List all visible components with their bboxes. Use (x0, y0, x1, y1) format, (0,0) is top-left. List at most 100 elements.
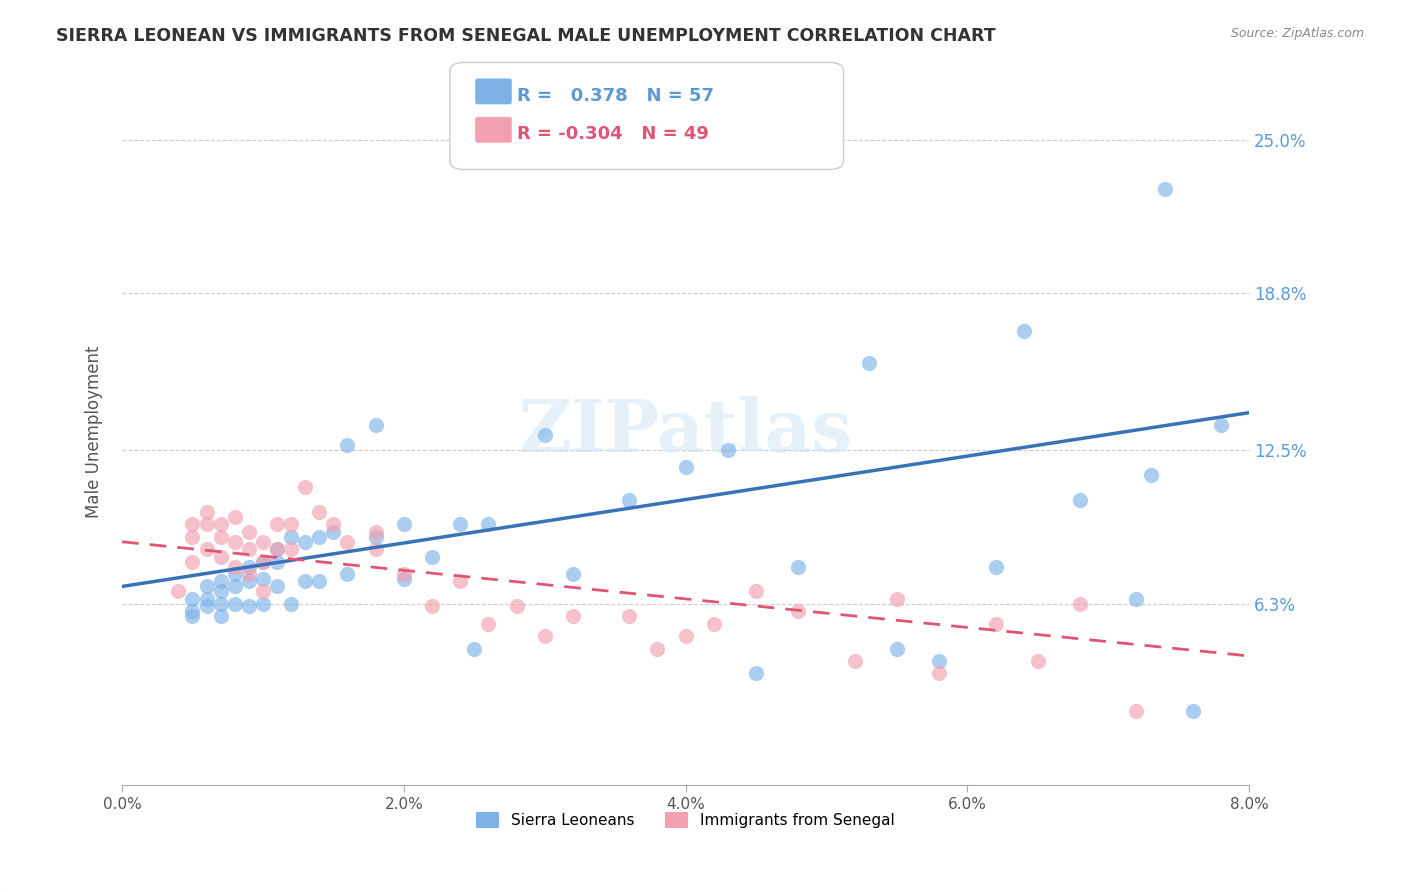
Point (336, 534, 359, 549)
Point (745, 666, 768, 681)
Point (787, 604, 810, 618)
Point (280, 542, 302, 557)
Point (181, 555, 204, 569)
Legend: Sierra Leoneans, Immigrants from Senegal: Sierra Leoneans, Immigrants from Senegal (470, 805, 901, 834)
Point (294, 480, 316, 494)
Point (449, 574, 471, 589)
Point (209, 609, 232, 624)
Point (364, 530, 387, 544)
Point (928, 654, 950, 668)
Point (928, 666, 950, 681)
Point (392, 517, 415, 532)
Point (675, 460, 697, 475)
Point (1125, 704, 1147, 718)
Point (1026, 654, 1049, 668)
Point (844, 654, 866, 668)
Point (1069, 597, 1091, 611)
Point (224, 534, 246, 549)
Point (266, 517, 288, 532)
Point (745, 584, 768, 599)
Point (181, 604, 204, 618)
Point (477, 517, 499, 532)
Point (322, 517, 344, 532)
Point (392, 572, 415, 586)
Y-axis label: Male Unemployment: Male Unemployment (86, 345, 103, 517)
Point (181, 591, 204, 606)
Point (280, 530, 302, 544)
Point (619, 609, 641, 624)
Point (561, 609, 583, 624)
Point (252, 555, 274, 569)
Point (181, 517, 204, 532)
Point (224, 559, 246, 574)
Point (224, 510, 246, 524)
Point (1125, 591, 1147, 606)
Point (477, 616, 499, 631)
Point (787, 559, 810, 574)
Point (1069, 492, 1091, 507)
Point (463, 641, 485, 656)
Point (294, 534, 316, 549)
Point (167, 584, 190, 599)
Point (294, 574, 316, 589)
Point (252, 534, 274, 549)
Point (1209, 418, 1232, 433)
Point (533, 428, 555, 442)
Point (703, 616, 725, 631)
Point (1181, 704, 1204, 718)
Point (308, 574, 330, 589)
Point (238, 574, 260, 589)
Point (195, 599, 218, 614)
Text: SIERRA LEONEAN VS IMMIGRANTS FROM SENEGAL MALE UNEMPLOYMENT CORRELATION CHART: SIERRA LEONEAN VS IMMIGRANTS FROM SENEGA… (56, 27, 995, 45)
Point (392, 567, 415, 582)
Point (308, 530, 330, 544)
Point (238, 559, 260, 574)
Point (209, 584, 232, 599)
Point (1012, 324, 1035, 338)
Point (1139, 467, 1161, 482)
Point (280, 597, 302, 611)
Point (224, 597, 246, 611)
Text: Source: ZipAtlas.com: Source: ZipAtlas.com (1230, 27, 1364, 40)
Point (533, 629, 555, 643)
Point (195, 579, 218, 593)
Point (336, 567, 359, 582)
Point (886, 641, 908, 656)
Point (266, 542, 288, 557)
Point (675, 629, 697, 643)
Point (308, 505, 330, 519)
Point (266, 542, 288, 557)
Point (195, 542, 218, 557)
Point (364, 418, 387, 433)
Point (209, 597, 232, 611)
Text: ZIPatlas: ZIPatlas (519, 396, 852, 467)
Point (364, 542, 387, 557)
Point (224, 567, 246, 582)
Point (238, 542, 260, 557)
Point (858, 356, 880, 370)
Point (420, 549, 443, 564)
Point (717, 442, 740, 457)
Point (238, 599, 260, 614)
Point (561, 567, 583, 582)
Point (252, 597, 274, 611)
Point (209, 549, 232, 564)
Text: R = -0.304   N = 49: R = -0.304 N = 49 (517, 125, 709, 143)
Point (984, 559, 1007, 574)
Point (280, 517, 302, 532)
Text: R =   0.378   N = 57: R = 0.378 N = 57 (517, 87, 714, 105)
Point (181, 609, 204, 624)
Point (181, 530, 204, 544)
Point (886, 591, 908, 606)
Point (266, 579, 288, 593)
Point (1153, 182, 1175, 196)
Point (420, 599, 443, 614)
Point (238, 567, 260, 582)
Point (238, 524, 260, 539)
Point (195, 591, 218, 606)
Point (224, 579, 246, 593)
Point (647, 641, 669, 656)
Point (336, 438, 359, 452)
Point (209, 574, 232, 589)
Point (619, 492, 641, 507)
